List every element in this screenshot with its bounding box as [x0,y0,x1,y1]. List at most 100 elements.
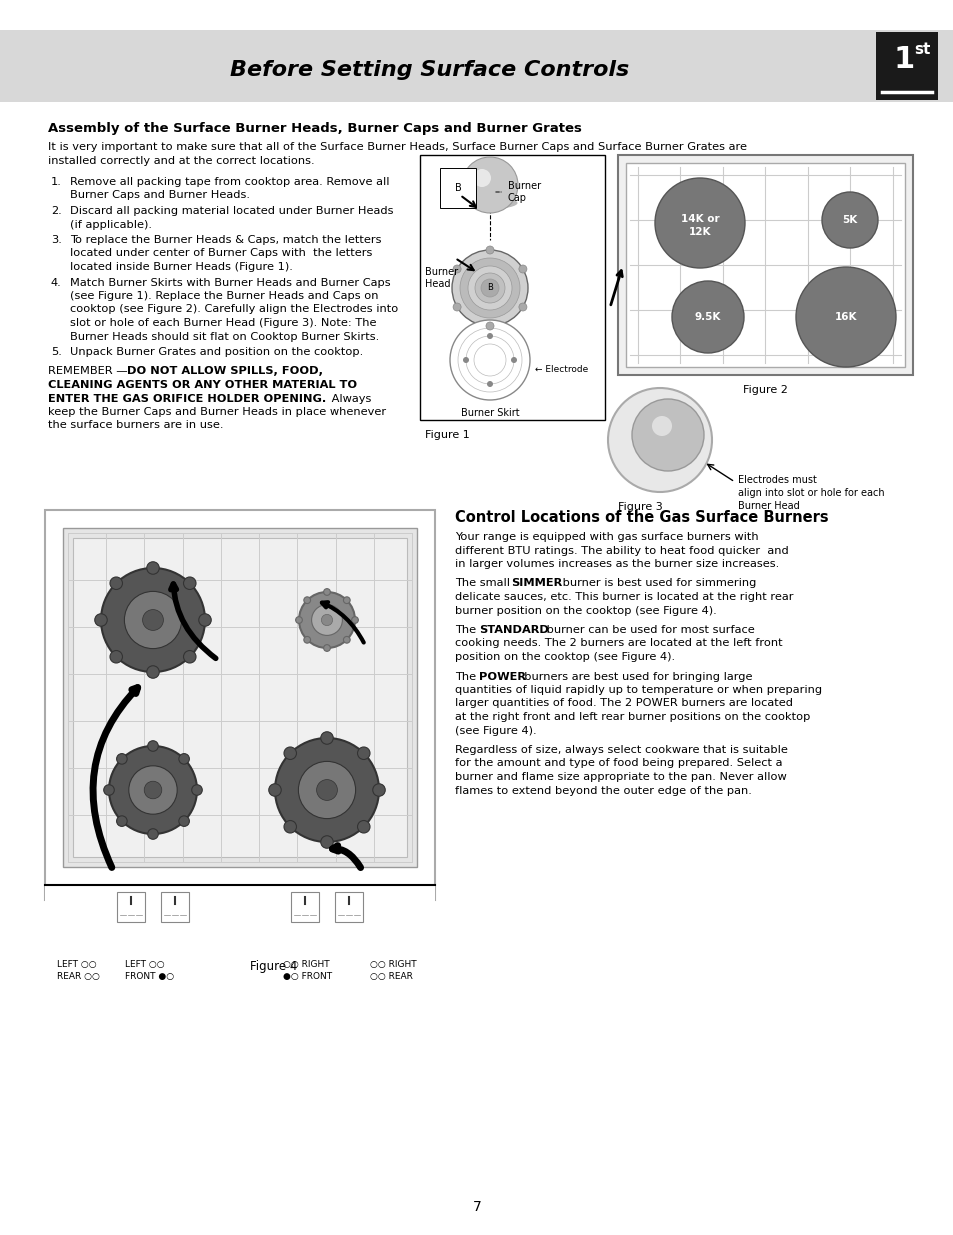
Text: Figure 2: Figure 2 [742,385,787,395]
Text: B: B [455,183,461,193]
Circle shape [486,382,493,387]
Text: cooktop (see Figure 2). Carefully align the Electrodes into: cooktop (see Figure 2). Carefully align … [70,305,397,315]
Text: Unpack Burner Grates and position on the cooktop.: Unpack Burner Grates and position on the… [70,347,363,357]
Circle shape [94,614,107,626]
Text: Control Locations of the Gas Surface Burners: Control Locations of the Gas Surface Bur… [455,510,828,525]
Text: 16K: 16K [834,312,857,322]
Circle shape [475,273,504,303]
Circle shape [148,829,158,840]
Text: Burner Head: Burner Head [738,501,799,511]
Circle shape [192,784,202,795]
Text: 5.: 5. [51,347,62,357]
Text: located under center of Burner Caps with  the letters: located under center of Burner Caps with… [70,248,372,258]
Bar [419,156,604,420]
Text: the surface burners are in use.: the surface burners are in use. [48,420,223,431]
Circle shape [486,333,493,338]
Circle shape [453,303,460,311]
Circle shape [316,779,337,800]
Text: 14K or: 14K or [680,214,719,224]
Text: SIMMER: SIMMER [511,578,561,589]
Circle shape [147,562,159,574]
Text: Discard all packing material located under Burner Heads: Discard all packing material located und… [70,206,393,216]
Circle shape [110,577,122,589]
Bar [625,163,904,367]
Text: DO NOT ALLOW SPILLS, FOOD,: DO NOT ALLOW SPILLS, FOOD, [127,367,323,377]
Text: 1.: 1. [51,177,62,186]
Text: Regardless of size, always select cookware that is suitable: Regardless of size, always select cookwa… [455,745,787,755]
Text: ○○ RIGHT
●○ FRONT: ○○ RIGHT ●○ FRONT [283,960,332,982]
Text: 9.5K: 9.5K [694,312,720,322]
Circle shape [607,388,711,492]
Bar [73,538,407,857]
Circle shape [323,645,330,651]
Circle shape [144,782,162,799]
Text: The: The [455,625,479,635]
Circle shape [110,651,122,663]
Circle shape [178,753,190,764]
Circle shape [274,739,378,842]
Text: cooking needs. The 2 burners are located at the left front: cooking needs. The 2 burners are located… [455,638,781,648]
Text: The small: The small [455,578,513,589]
Text: LEFT ○○
REAR ○○: LEFT ○○ REAR ○○ [57,960,100,982]
Circle shape [147,666,159,678]
Text: POWER: POWER [478,672,525,682]
Circle shape [129,766,177,814]
Text: Burner Skirt: Burner Skirt [460,408,518,417]
Text: Figure 1: Figure 1 [424,430,469,440]
Text: ○○ RIGHT
○○ REAR: ○○ RIGHT ○○ REAR [370,960,416,982]
Circle shape [303,597,311,604]
Circle shape [651,416,671,436]
Text: slot or hole of each Burner Head (Figure 3). Note: The: slot or hole of each Burner Head (Figure… [70,317,376,329]
Text: ENTER THE GAS ORIFICE HOLDER OPENING.: ENTER THE GAS ORIFICE HOLDER OPENING. [48,394,326,404]
Circle shape [452,249,527,326]
Text: CLEANING AGENTS OR ANY OTHER MATERIAL TO: CLEANING AGENTS OR ANY OTHER MATERIAL TO [48,380,356,390]
Circle shape [269,784,281,797]
Text: burner can be used for most surface: burner can be used for most surface [542,625,754,635]
Text: It is very important to make sure that all of the Surface Burner Heads, Surface : It is very important to make sure that a… [48,142,746,152]
Text: B: B [487,284,493,293]
Text: Remove all packing tape from cooktop area. Remove all: Remove all packing tape from cooktop are… [70,177,389,186]
Text: Burner
Head: Burner Head [424,267,457,289]
Circle shape [655,178,744,268]
Circle shape [511,357,517,363]
Circle shape [671,282,743,353]
Bar [291,892,318,923]
Circle shape [284,747,296,760]
Circle shape [320,732,333,745]
Circle shape [518,303,526,311]
Text: different BTU ratings. The ability to heat food quicker  and: different BTU ratings. The ability to he… [455,546,788,556]
Text: To replace the Burner Heads & Caps, match the letters: To replace the Burner Heads & Caps, matc… [70,235,381,245]
Text: st: st [913,42,929,58]
Circle shape [485,246,494,254]
Text: (if applicable).: (if applicable). [70,220,152,230]
Circle shape [357,747,370,760]
Circle shape [303,636,311,643]
Circle shape [343,636,350,643]
Text: keep the Burner Caps and Burner Heads in place whenever: keep the Burner Caps and Burner Heads in… [48,408,386,417]
Text: align into slot or hole for each: align into slot or hole for each [738,488,883,498]
Bar [45,885,435,960]
Text: REMEMBER —: REMEMBER — [48,367,132,377]
Text: 12K: 12K [688,227,711,237]
Circle shape [473,169,491,186]
Text: burner and flame size appropriate to the pan. Never allow: burner and flame size appropriate to the… [455,772,786,782]
Circle shape [462,357,469,363]
Bar [161,892,189,923]
Text: Burner
Cap: Burner Cap [507,182,540,203]
Circle shape [109,746,196,834]
Circle shape [343,597,350,604]
Circle shape [295,616,302,624]
Circle shape [518,266,526,273]
Text: 2.: 2. [51,206,62,216]
Bar [63,529,416,867]
Circle shape [352,616,358,624]
Text: Your range is equipped with gas surface burners with: Your range is equipped with gas surface … [455,532,758,542]
Text: Figure 3: Figure 3 [618,501,662,513]
Circle shape [631,399,703,471]
Circle shape [116,753,127,764]
Text: burner is best used for simmering: burner is best used for simmering [558,578,756,589]
Circle shape [198,614,211,626]
Text: The: The [455,672,479,682]
Circle shape [461,157,517,212]
Text: flames to extend beyond the outer edge of the pan.: flames to extend beyond the outer edge o… [455,785,751,795]
